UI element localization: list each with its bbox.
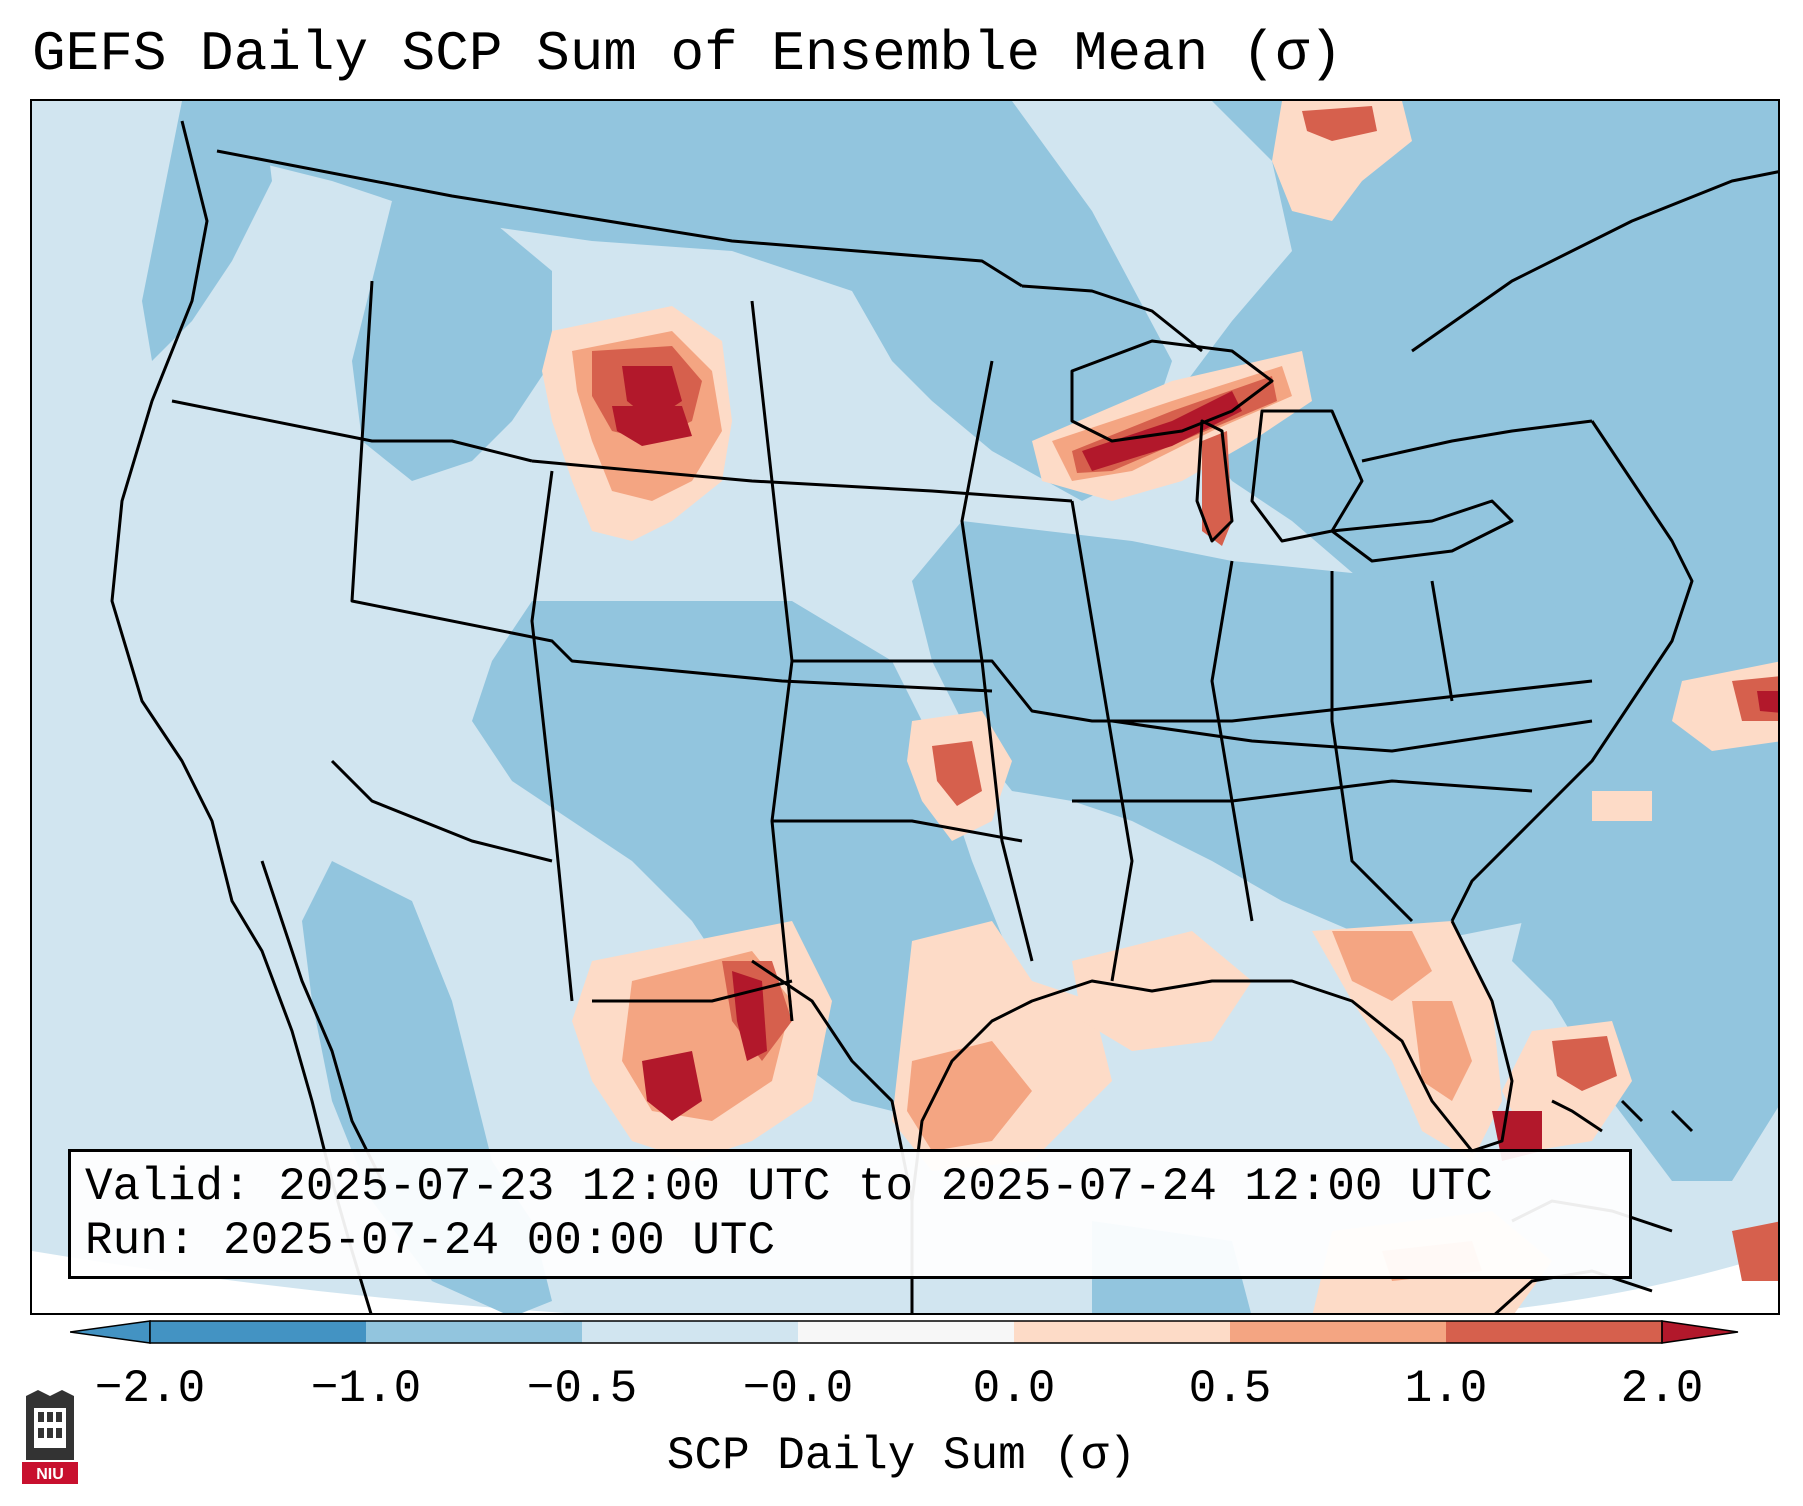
colorbar-bin [150, 1321, 366, 1343]
colorbar-bin [1014, 1321, 1230, 1343]
colorbar [70, 1320, 1739, 1344]
tick-label: 2.0 [1620, 1363, 1704, 1415]
colorbar-outline [149, 1320, 1663, 1344]
positive-anomaly-areas [542, 101, 1778, 1313]
tick-label: 0.5 [1188, 1363, 1272, 1415]
logo-text: NIU [36, 1466, 64, 1483]
colorbar-ticks: −2.0 −1.0 −0.5 −0.0 0.0 0.5 1.0 2.0 [0, 1363, 1803, 1423]
validity-info-box: Valid: 2025-07-23 12:00 UTC to 2025-07-2… [68, 1149, 1632, 1279]
colorbar-bin [1446, 1321, 1662, 1343]
tick-label: 0.0 [972, 1363, 1056, 1415]
tick-label: 1.0 [1404, 1363, 1488, 1415]
colorbar-extend-high [1661, 1320, 1739, 1344]
tick-label: −1.0 [310, 1363, 422, 1415]
map-boundaries [110, 120, 1778, 1313]
tick-label: −0.5 [526, 1363, 638, 1415]
tick-label: −2.0 [94, 1363, 206, 1415]
valid-label: Valid: [85, 1161, 251, 1213]
domain-edge-sw [32, 1251, 566, 1313]
colorbar-bin [798, 1321, 1014, 1343]
colorbar-bin [582, 1321, 798, 1343]
domain-edge-se [1475, 1252, 1778, 1313]
run-value: 2025-07-24 00:00 UTC [223, 1215, 776, 1267]
map-panel [30, 99, 1780, 1315]
map-canvas [32, 101, 1778, 1313]
run-label: Run: [85, 1215, 196, 1267]
colorbar-label: SCP Daily Sum (σ) [666, 1430, 1137, 1482]
valid-value: 2025-07-23 12:00 UTC to 2025-07-24 12:00… [278, 1161, 1493, 1213]
colorbar-bin [1230, 1321, 1446, 1343]
university-tower-icon: NIU [22, 1390, 78, 1484]
colorbar-bin [366, 1321, 582, 1343]
chart-title: GEFS Daily SCP Sum of Ensemble Mean (σ) [32, 22, 1343, 86]
tick-label: −0.0 [742, 1363, 854, 1415]
colorbar-extend-low [70, 1320, 151, 1344]
run-line: Run: 2025-07-24 00:00 UTC [85, 1214, 1615, 1268]
valid-line: Valid: 2025-07-23 12:00 UTC to 2025-07-2… [85, 1160, 1615, 1214]
